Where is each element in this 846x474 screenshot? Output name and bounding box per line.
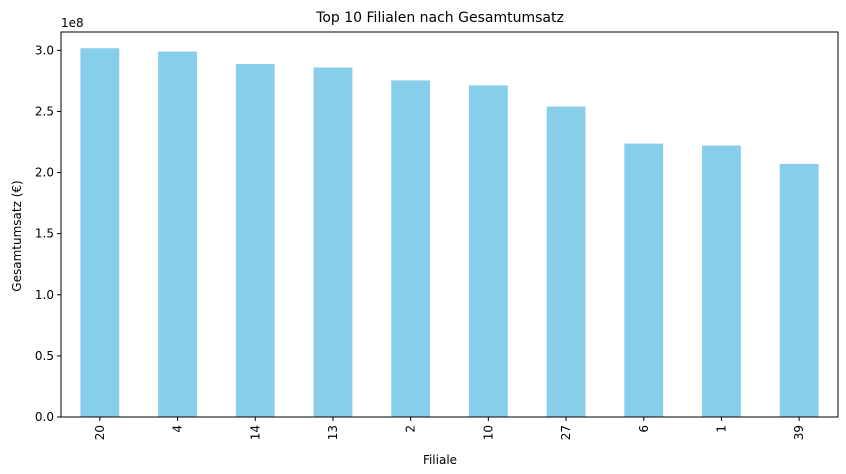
- bar-13: [313, 67, 353, 417]
- y-tick-label: 2.5: [35, 104, 54, 118]
- x-axis-ticks: 20 4 14 13 2 10 27 6 1 39: [93, 417, 806, 440]
- y-tick-label: 0.5: [35, 349, 54, 363]
- y-axis-label: Gesamtumsatz (€): [10, 180, 24, 291]
- bar-27: [546, 106, 586, 418]
- bar-20: [80, 48, 120, 417]
- x-tick-label: 13: [326, 425, 340, 440]
- bar-39: [779, 163, 819, 417]
- y-tick-label: 1.5: [35, 227, 54, 241]
- x-tick-label: 14: [248, 425, 262, 440]
- bar-2: [391, 80, 431, 418]
- x-tick-label: 1: [714, 425, 728, 433]
- bar-4: [158, 51, 197, 418]
- x-tick-label: 4: [171, 425, 185, 433]
- bar-1: [702, 145, 741, 418]
- bar-14: [235, 64, 275, 418]
- bar-6: [624, 143, 664, 418]
- chart-title: Top 10 Filialen nach Gesamtumsatz: [315, 10, 564, 26]
- x-tick-label: 20: [93, 425, 107, 440]
- bars: [80, 48, 819, 418]
- y-tick-label: 1.0: [35, 288, 54, 302]
- bar-10: [468, 85, 508, 418]
- x-tick-label: 27: [559, 425, 573, 440]
- y-tick-label: 0.0: [35, 410, 54, 424]
- y-tick-label: 3.0: [35, 43, 54, 57]
- y-axis-offset-label: 1e8: [61, 16, 84, 30]
- y-tick-label: 2.0: [35, 166, 54, 180]
- x-tick-label: 2: [404, 425, 418, 433]
- x-tick-label: 10: [481, 425, 495, 440]
- x-tick-label: 39: [792, 425, 806, 440]
- x-tick-label: 6: [637, 425, 651, 433]
- plot-frame: [60, 31, 839, 418]
- y-axis-ticks: 0.0 0.5 1.0 1.5 2.0 2.5 3.0: [35, 43, 61, 424]
- x-axis-label: Filiale: [423, 453, 457, 467]
